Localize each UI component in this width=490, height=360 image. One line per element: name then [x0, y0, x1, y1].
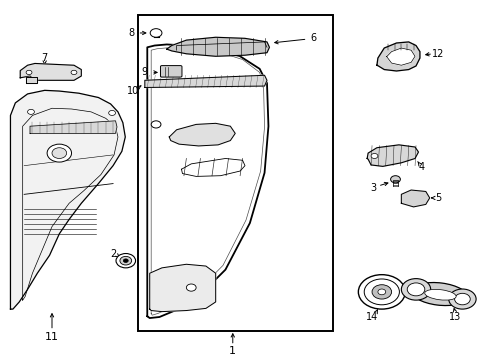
- Circle shape: [407, 283, 425, 296]
- Text: 3: 3: [370, 183, 376, 193]
- Circle shape: [27, 109, 34, 114]
- Text: 9: 9: [142, 67, 148, 77]
- Circle shape: [401, 279, 431, 300]
- Text: 10: 10: [126, 86, 139, 96]
- Circle shape: [372, 285, 392, 299]
- FancyBboxPatch shape: [160, 66, 182, 77]
- Text: 2: 2: [110, 248, 117, 258]
- Circle shape: [71, 70, 77, 75]
- Circle shape: [358, 275, 405, 309]
- Polygon shape: [26, 77, 37, 83]
- Ellipse shape: [412, 283, 467, 306]
- Circle shape: [151, 121, 161, 128]
- Polygon shape: [401, 190, 430, 207]
- Text: 12: 12: [432, 49, 445, 59]
- Text: 11: 11: [45, 332, 59, 342]
- Circle shape: [371, 153, 378, 158]
- Polygon shape: [169, 123, 235, 146]
- Circle shape: [186, 284, 196, 291]
- Bar: [138, 15, 333, 330]
- Text: 4: 4: [419, 162, 425, 172]
- Circle shape: [120, 256, 132, 265]
- Circle shape: [449, 289, 476, 309]
- Polygon shape: [10, 90, 125, 309]
- Circle shape: [123, 259, 128, 262]
- Text: 7: 7: [42, 53, 48, 63]
- Text: 1: 1: [229, 346, 236, 356]
- Polygon shape: [367, 145, 418, 166]
- Circle shape: [52, 148, 67, 158]
- Polygon shape: [30, 121, 117, 134]
- Polygon shape: [150, 264, 216, 312]
- Ellipse shape: [425, 289, 456, 300]
- Polygon shape: [20, 63, 81, 80]
- Circle shape: [378, 289, 386, 295]
- Text: 13: 13: [449, 312, 461, 322]
- Circle shape: [364, 279, 399, 305]
- Circle shape: [455, 293, 470, 305]
- Circle shape: [109, 111, 116, 116]
- Text: 14: 14: [366, 312, 378, 322]
- Circle shape: [116, 253, 136, 268]
- Text: 8: 8: [128, 28, 135, 38]
- Polygon shape: [167, 37, 270, 56]
- Circle shape: [391, 176, 400, 183]
- Circle shape: [150, 29, 162, 37]
- Circle shape: [26, 70, 32, 75]
- Text: 6: 6: [310, 33, 317, 43]
- Circle shape: [47, 144, 72, 162]
- Polygon shape: [145, 75, 267, 87]
- Polygon shape: [377, 42, 420, 71]
- Text: 5: 5: [436, 193, 441, 203]
- Polygon shape: [387, 48, 415, 65]
